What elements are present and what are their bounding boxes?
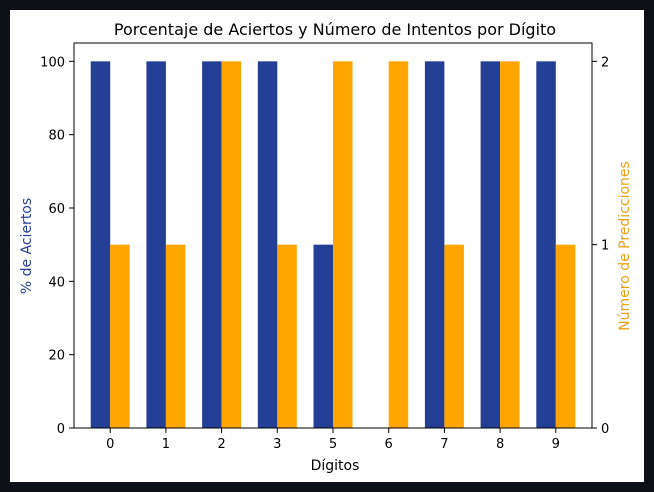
y-right-tick-label-2: 2 — [601, 55, 609, 70]
x-axis-label: Dígitos — [311, 458, 360, 474]
x-tick-label-1: 1 — [162, 437, 170, 452]
x-tick-label-2: 2 — [217, 437, 225, 452]
bar-predicciones-2 — [221, 61, 242, 428]
x-tick-label-8: 8 — [496, 437, 504, 452]
chart-figure: Porcentaje de Aciertos y Número de Inten… — [10, 10, 644, 482]
bar-aciertos-5 — [313, 244, 333, 428]
y-left-tick-label-40: 40 — [48, 275, 65, 290]
x-tick-label-6: 6 — [385, 437, 393, 452]
y-axis-left-label: % de Aciertos — [19, 198, 35, 294]
bar-predicciones-6 — [388, 61, 409, 428]
bar-chart: Porcentaje de Aciertos y Número de Inten… — [19, 20, 633, 474]
bar-aciertos-0 — [90, 61, 111, 428]
bars-layer — [90, 61, 576, 428]
bar-aciertos-9 — [536, 61, 556, 428]
y-left-tick-label-80: 80 — [48, 129, 65, 144]
bar-aciertos-8 — [480, 61, 501, 428]
axes-layer: 0 1 2 3 5 6 7 8 9 0 20 40 60 80 100 0 1 2 — [40, 42, 609, 452]
bar-predicciones-9 — [555, 244, 576, 428]
y-left-tick-label-60: 60 — [48, 202, 65, 217]
bar-aciertos-3 — [257, 61, 278, 428]
bar-predicciones-0 — [110, 244, 130, 428]
x-tick-label-0: 0 — [106, 437, 114, 452]
y-left-tick-label-20: 20 — [48, 349, 65, 364]
bar-predicciones-8 — [500, 61, 520, 428]
bar-aciertos-2 — [202, 61, 222, 428]
x-tick-label-3: 3 — [273, 437, 281, 452]
y-axis-right-label: Número de Predicciones — [617, 161, 633, 331]
chart-title: Porcentaje de Aciertos y Número de Inten… — [114, 20, 556, 39]
x-tick-label-5: 5 — [329, 437, 337, 452]
y-left-tick-label-0: 0 — [57, 422, 65, 437]
bar-predicciones-1 — [165, 244, 186, 428]
bar-predicciones-3 — [277, 244, 297, 428]
y-right-tick-label-1: 1 — [601, 239, 609, 254]
bar-aciertos-7 — [424, 61, 445, 428]
x-tick-label-9: 9 — [552, 437, 560, 452]
x-tick-label-7: 7 — [440, 437, 448, 452]
bar-aciertos-1 — [146, 61, 166, 428]
y-right-tick-label-0: 0 — [601, 422, 609, 437]
bar-predicciones-5 — [333, 61, 353, 428]
bar-predicciones-7 — [444, 244, 464, 428]
y-left-tick-label-100: 100 — [40, 55, 65, 70]
